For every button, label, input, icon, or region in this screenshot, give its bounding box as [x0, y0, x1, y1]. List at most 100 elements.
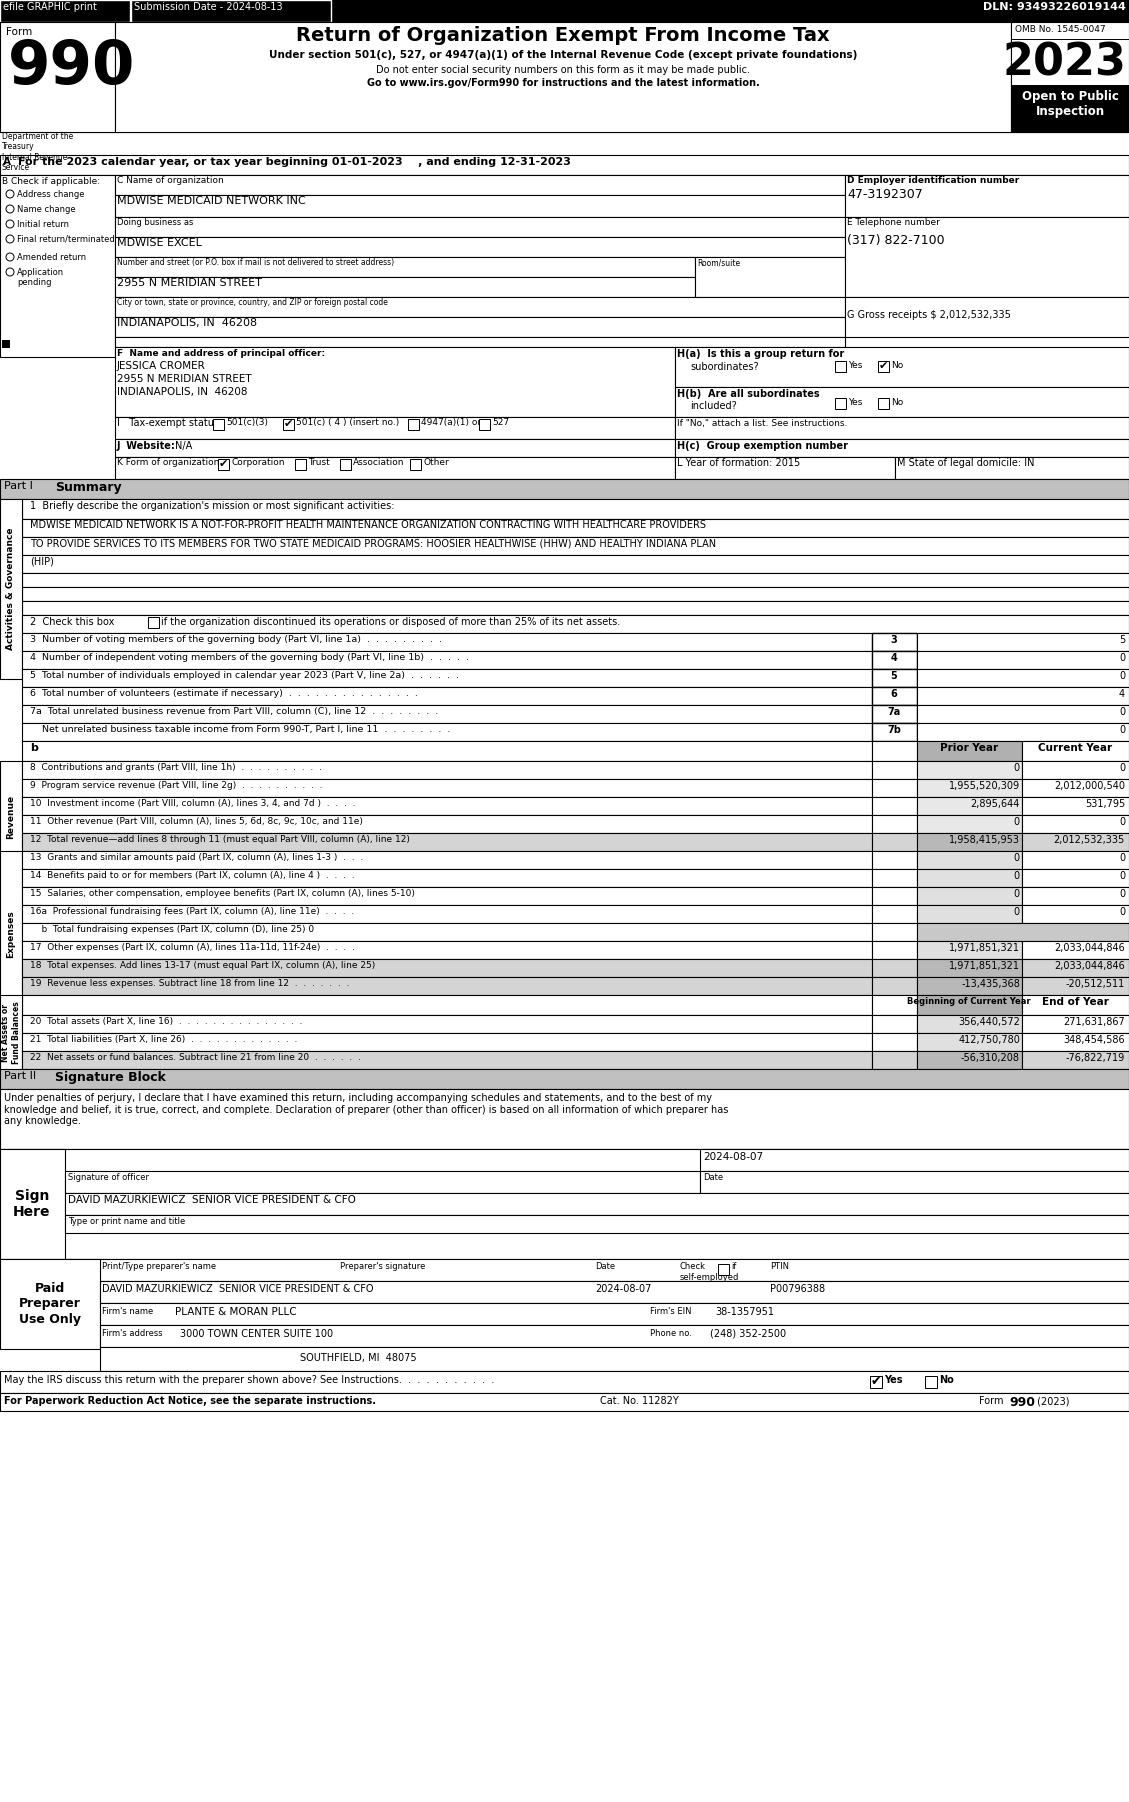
Bar	[0, 0, 1129, 22]
Text: 14  Benefits paid to or for members (Part IX, column (A), line 4 )  .  .  .  .: 14 Benefits paid to or for members (Part…	[30, 870, 355, 879]
Bar	[1022, 851, 1129, 869]
Text: -76,822,719: -76,822,719	[1066, 1052, 1124, 1063]
Text: 356,440,572: 356,440,572	[959, 1016, 1019, 1027]
Text: H(a)  Is this a group return for: H(a) Is this a group return for	[677, 350, 844, 359]
Bar	[878, 360, 889, 371]
Text: (HIP): (HIP)	[30, 557, 54, 566]
Text: 0: 0	[1119, 816, 1124, 827]
Bar	[917, 651, 1129, 669]
Text: Under section 501(c), 527, or 4947(a)(1) of the Internal Revenue Code (except pr: Under section 501(c), 527, or 4947(a)(1)…	[269, 50, 857, 59]
Text: 0: 0	[1014, 852, 1019, 863]
Text: H(c)  Group exemption number: H(c) Group exemption number	[677, 441, 848, 450]
Text: 271,631,867: 271,631,867	[1064, 1016, 1124, 1027]
Text: K Form of organization:: K Form of organization:	[117, 458, 222, 467]
Bar	[21, 905, 872, 923]
Text: Initial return: Initial return	[17, 220, 69, 229]
Bar	[872, 851, 917, 869]
Bar	[0, 22, 115, 132]
Text: Firm's address: Firm's address	[102, 1330, 163, 1339]
Bar	[917, 1051, 1022, 1069]
Bar	[21, 741, 872, 760]
Bar	[21, 995, 872, 1015]
Bar	[1022, 869, 1129, 887]
Bar	[0, 175, 115, 357]
Text: Print/Type preparer's name: Print/Type preparer's name	[102, 1261, 216, 1270]
Bar	[917, 941, 1022, 959]
Bar	[872, 778, 917, 796]
Bar	[21, 815, 872, 833]
Bar	[872, 941, 917, 959]
Text: 4  Number of independent voting members of the governing body (Part VI, line 1b): 4 Number of independent voting members o…	[30, 652, 469, 661]
Text: For the 2023 calendar year, or tax year beginning 01-01-2023    , and ending 12-: For the 2023 calendar year, or tax year …	[18, 157, 571, 168]
Bar	[872, 633, 917, 651]
Bar	[917, 923, 1129, 941]
Text: N/A: N/A	[175, 441, 192, 450]
Text: 501(c) ( 4 ) (insert no.): 501(c) ( 4 ) (insert no.)	[296, 418, 400, 427]
Text: ✔: ✔	[219, 460, 228, 470]
Bar	[695, 258, 844, 297]
Bar	[21, 723, 872, 741]
Bar	[213, 420, 224, 431]
Text: 0: 0	[1014, 816, 1019, 827]
Bar	[872, 869, 917, 887]
Text: 8  Contributions and grants (Part VIII, line 1h)  .  .  .  .  .  .  .  .  .  .: 8 Contributions and grants (Part VIII, l…	[30, 762, 322, 771]
Bar	[115, 337, 844, 348]
Text: 1  Briefly describe the organization's mission or most significant activities:: 1 Briefly describe the organization's mi…	[30, 501, 394, 512]
Text: 1,971,851,321: 1,971,851,321	[949, 960, 1019, 971]
Bar	[115, 258, 695, 278]
Bar	[917, 959, 1022, 977]
Bar	[917, 669, 1129, 687]
Text: Revenue: Revenue	[7, 795, 16, 840]
Bar	[872, 1033, 917, 1051]
Text: 7b: 7b	[887, 724, 901, 735]
Bar	[895, 458, 1129, 479]
Bar	[100, 1324, 1129, 1348]
Text: 20  Total assets (Part X, line 16)  .  .  .  .  .  .  .  .  .  .  .  .  .  .  .: 20 Total assets (Part X, line 16) . . . …	[30, 1016, 303, 1025]
Text: 3000 TOWN CENTER SUITE 100: 3000 TOWN CENTER SUITE 100	[180, 1330, 333, 1339]
Bar	[0, 1088, 1129, 1150]
Bar	[917, 723, 1129, 741]
Text: b  Total fundraising expenses (Part IX, column (D), line 25) 0: b Total fundraising expenses (Part IX, c…	[30, 924, 314, 933]
Bar	[870, 1377, 882, 1388]
Text: G Gross receipts $ 2,012,532,335: G Gross receipts $ 2,012,532,335	[847, 310, 1010, 321]
Text: Trust: Trust	[308, 458, 330, 467]
Text: Corporation: Corporation	[231, 458, 285, 467]
Text: Open to Public
Inspection: Open to Public Inspection	[1022, 90, 1119, 117]
Bar	[844, 175, 1129, 216]
Bar	[21, 633, 872, 651]
Text: Yes: Yes	[848, 398, 863, 407]
Bar	[115, 195, 844, 216]
Bar	[675, 348, 1129, 387]
Bar	[21, 1015, 872, 1033]
Bar	[1022, 815, 1129, 833]
Bar	[0, 1371, 1129, 1393]
Text: Return of Organization Exempt From Income Tax: Return of Organization Exempt From Incom…	[296, 25, 830, 45]
Text: PLANTE & MORAN PLLC: PLANTE & MORAN PLLC	[175, 1306, 297, 1317]
Bar	[21, 687, 872, 705]
Text: INDIANAPOLIS, IN  46208: INDIANAPOLIS, IN 46208	[117, 317, 257, 328]
Text: Signature of officer: Signature of officer	[68, 1173, 149, 1182]
Text: Prior Year: Prior Year	[940, 742, 998, 753]
Text: 4947(a)(1) or: 4947(a)(1) or	[421, 418, 481, 427]
Bar	[131, 0, 331, 22]
Text: ✔: ✔	[283, 420, 294, 429]
Bar	[21, 778, 872, 796]
Text: 2,012,000,540: 2,012,000,540	[1054, 780, 1124, 791]
Bar	[1010, 22, 1129, 132]
Bar	[872, 1015, 917, 1033]
Text: C Name of organization: C Name of organization	[117, 177, 224, 186]
Text: Cat. No. 11282Y: Cat. No. 11282Y	[599, 1397, 679, 1406]
Text: 22  Net assets or fund balances. Subtract line 21 from line 20  .  .  .  .  .  .: 22 Net assets or fund balances. Subtract…	[30, 1052, 361, 1061]
Bar	[0, 1069, 1129, 1088]
Text: 531,795: 531,795	[1085, 798, 1124, 809]
Bar	[21, 519, 1129, 537]
Bar	[872, 995, 917, 1015]
Bar	[917, 851, 1022, 869]
Text: Number and street (or P.O. box if mail is not delivered to street address): Number and street (or P.O. box if mail i…	[117, 258, 394, 267]
Bar	[479, 420, 490, 431]
Text: City or town, state or province, country, and ZIP or foreign postal code: City or town, state or province, country…	[117, 297, 388, 306]
Text: Firm's name: Firm's name	[102, 1306, 154, 1315]
Text: 501(c)(3): 501(c)(3)	[226, 418, 268, 427]
Text: No: No	[891, 398, 903, 407]
Bar	[21, 760, 872, 778]
